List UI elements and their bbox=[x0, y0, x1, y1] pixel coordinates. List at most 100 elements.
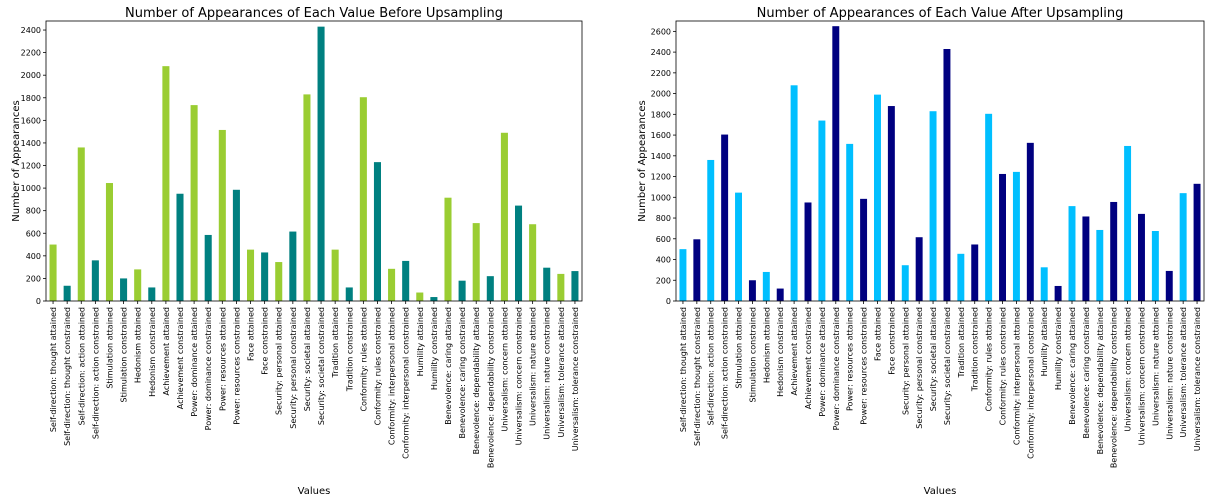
x-tick-label: Benevolence: dependability constrained bbox=[1110, 307, 1119, 468]
y-tick-label: 2400 bbox=[21, 26, 41, 35]
x-tick-label: Stimulation attained bbox=[105, 307, 114, 389]
x-tick-label: Tradition attained bbox=[957, 307, 966, 378]
x-tick-label: Conformity: rules constrained bbox=[373, 307, 382, 425]
x-tick-label: Security: societal constrained bbox=[317, 307, 326, 425]
bar bbox=[1138, 213, 1145, 301]
x-tick-label: Security: societal attained bbox=[303, 307, 312, 411]
bar bbox=[204, 234, 212, 301]
y-tick-label: 1400 bbox=[651, 152, 671, 161]
bar bbox=[762, 271, 770, 301]
bar bbox=[317, 26, 325, 302]
x-tick-label: Stimulation constrained bbox=[748, 307, 757, 402]
bar bbox=[176, 193, 184, 301]
x-tick-label: Humility attained bbox=[416, 307, 425, 376]
x-tick-label: Universalism: nature attained bbox=[529, 307, 538, 426]
y-tick-label: 1600 bbox=[651, 131, 671, 140]
y-tick-label: 1600 bbox=[21, 116, 41, 125]
x-tick-label: Universalism: tolerance constrained bbox=[1193, 307, 1202, 451]
y-tick-label: 1000 bbox=[21, 184, 41, 193]
bar bbox=[971, 244, 979, 301]
bar bbox=[134, 269, 142, 301]
x-tick-label: Conformity: interpersonal constrained bbox=[1026, 307, 1035, 459]
bar bbox=[1096, 229, 1104, 301]
bar bbox=[1068, 206, 1076, 301]
bar bbox=[472, 223, 480, 301]
y-tick-label: 2200 bbox=[651, 69, 671, 78]
bar bbox=[1054, 285, 1062, 301]
bar bbox=[735, 192, 742, 301]
bar bbox=[999, 173, 1006, 301]
y-axis-label: Number of Appearances bbox=[11, 100, 22, 221]
bar bbox=[63, 285, 71, 301]
y-tick-label: 1200 bbox=[21, 162, 41, 171]
x-tick-label: Conformity: interpersonal attained bbox=[388, 307, 397, 445]
x-tick-label: Self-direction: thought attained bbox=[49, 307, 58, 432]
x-tick-label: Self-direction: action constrained bbox=[91, 307, 100, 439]
bar bbox=[943, 49, 951, 301]
bar bbox=[887, 106, 895, 301]
bar bbox=[289, 231, 297, 301]
bar bbox=[91, 260, 99, 301]
bar bbox=[105, 183, 113, 301]
bar bbox=[261, 252, 269, 301]
y-tick-label: 1800 bbox=[651, 110, 671, 119]
chart-title: Number of Appearances of Each Value Afte… bbox=[757, 6, 1124, 21]
bar bbox=[345, 287, 353, 301]
x-tick-label: Power: dominance attained bbox=[190, 307, 199, 417]
bar bbox=[331, 249, 339, 301]
bar bbox=[430, 297, 438, 301]
x-tick-label: Achievement constrained bbox=[176, 307, 185, 409]
x-tick-label: Security: personal attained bbox=[901, 307, 910, 415]
y-tick-label: 1200 bbox=[651, 173, 671, 182]
bar bbox=[1012, 171, 1020, 301]
x-tick-label: Universalism: nature attained bbox=[1151, 307, 1160, 426]
x-tick-label: Security: personal attained bbox=[275, 307, 284, 415]
x-tick-label: Conformity: interpersonal attained bbox=[1012, 307, 1021, 445]
x-tick-label: Hedonism attained bbox=[134, 307, 143, 383]
y-tick-label: 0 bbox=[36, 297, 41, 306]
x-tick-label: Benevolence: caring attained bbox=[444, 307, 453, 425]
bar bbox=[557, 273, 565, 301]
x-tick-label: Power: resources attained bbox=[846, 307, 855, 411]
x-tick-label: Face attained bbox=[873, 307, 882, 361]
bar bbox=[444, 197, 452, 301]
bar bbox=[402, 260, 410, 301]
bar bbox=[388, 268, 396, 301]
bar bbox=[1124, 145, 1132, 301]
bar bbox=[818, 120, 826, 301]
bar bbox=[832, 26, 840, 301]
x-tick-label: Tradition constrained bbox=[345, 307, 354, 392]
bar bbox=[790, 85, 798, 301]
bar bbox=[49, 244, 57, 301]
bar bbox=[458, 280, 466, 301]
bar bbox=[543, 267, 551, 301]
bar bbox=[275, 262, 283, 301]
x-axis-label: Values bbox=[924, 486, 957, 497]
x-tick-label: Universalism: nature constrained bbox=[543, 307, 552, 440]
y-tick-label: 2200 bbox=[21, 49, 41, 58]
bar bbox=[486, 276, 494, 301]
plot-frame bbox=[675, 20, 1205, 302]
x-tick-label: Benevolence: dependability attained bbox=[1096, 307, 1105, 454]
x-tick-label: Security: personal constrained bbox=[289, 307, 298, 429]
bar bbox=[901, 265, 909, 301]
x-tick-label: Tradition constrained bbox=[971, 307, 980, 392]
x-tick-label: Achievement constrained bbox=[804, 307, 813, 409]
bar bbox=[1026, 142, 1034, 301]
x-tick-label: Conformity: rules attained bbox=[359, 307, 368, 412]
bar bbox=[373, 162, 381, 301]
bar bbox=[218, 129, 226, 301]
x-tick-label: Power: resources attained bbox=[218, 307, 227, 411]
y-tick-label: 2000 bbox=[21, 71, 41, 80]
y-tick-label: 400 bbox=[26, 252, 41, 261]
x-tick-label: Self-direction: thought constrained bbox=[693, 307, 702, 446]
x-tick-label: Universalism: tolerance attained bbox=[1179, 307, 1188, 437]
bar bbox=[748, 280, 756, 301]
x-tick-label: Face attained bbox=[247, 307, 256, 361]
x-tick-label: Stimulation attained bbox=[735, 307, 744, 389]
bar bbox=[957, 253, 965, 301]
x-tick-label: Conformity: interpersonal constrained bbox=[402, 307, 411, 459]
bar bbox=[1082, 216, 1090, 301]
bar bbox=[707, 159, 715, 301]
